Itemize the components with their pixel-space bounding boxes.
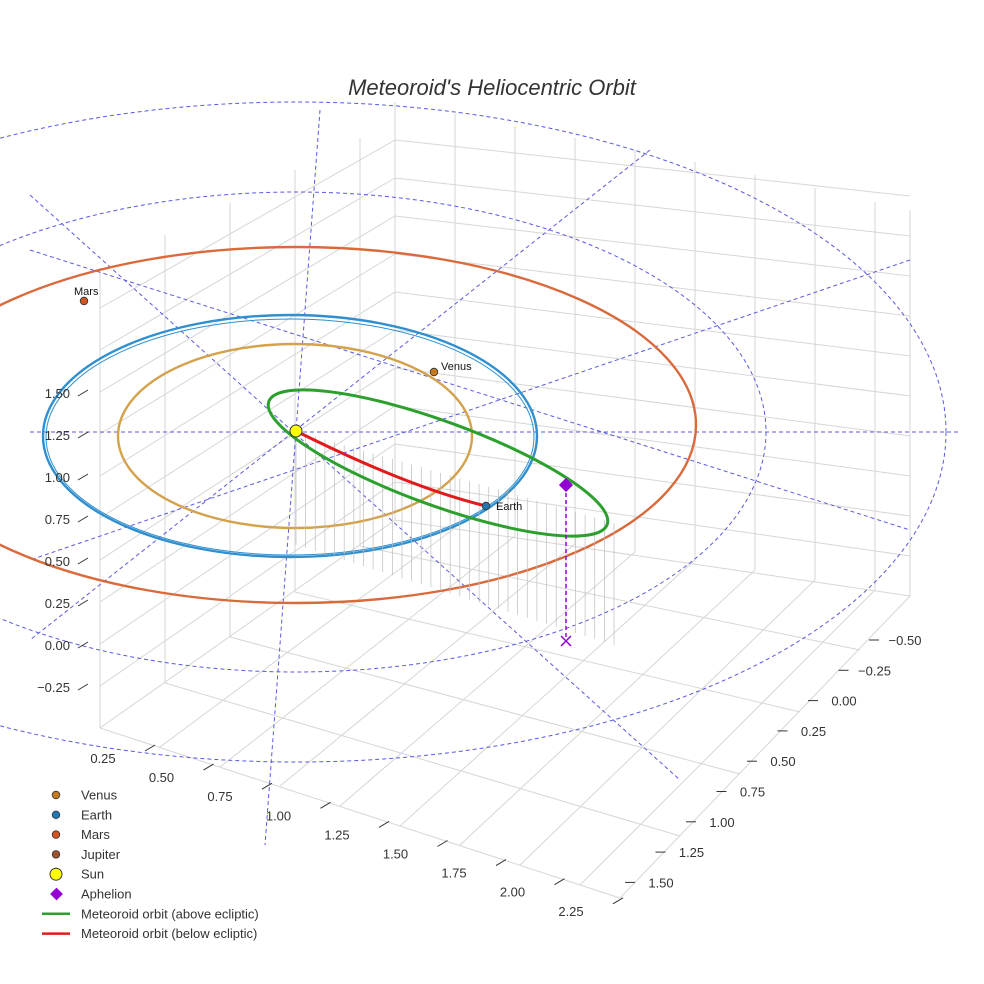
legend-item: Venus [51,788,118,803]
legend-item: Aphelion [50,887,132,902]
meteoroid-orbit-above [266,388,610,538]
y-tick-label: 0.75 [740,785,765,800]
x-tick-label: 0.75 [207,789,232,804]
legend-label: Jupiter [81,847,121,862]
aphelion-marker-group [558,477,574,647]
z-tick-mark [77,683,89,691]
earth-marker [481,501,491,511]
x-tick-label: 1.75 [441,866,466,881]
aphelion-marker [558,477,574,493]
planet-orbits [0,245,698,605]
aphelion-floor-cross [560,635,572,647]
y-tick-label: −0.50 [889,633,922,648]
z-tick-mark [77,473,89,481]
z-tick-label: 1.25 [45,428,70,443]
legend-label: Earth [81,807,112,822]
earth-orbit-inner [45,318,535,556]
x-tick-label: 0.25 [90,751,115,766]
mars-marker [79,296,89,306]
z-axis-ticks: −0.25 0.00 0.25 0.50 0.75 1.00 1.25 1.50 [37,386,89,695]
venus-marker [429,367,439,377]
y-tick-label: 0.50 [770,754,795,769]
legend-marker [49,867,63,881]
x-tick-mark [144,744,156,752]
chart-title: Meteoroid's Heliocentric Orbit [348,75,637,100]
x-tick-mark [554,878,565,886]
legend-item: Sun [49,867,104,882]
legend-marker [51,810,61,819]
x-tick-mark [612,897,624,905]
legend-label: Aphelion [81,887,132,902]
z-tick-mark [77,557,89,565]
legend-item: Meteoroid orbit (above ecliptic) [42,906,259,921]
x-tick-label: 2.25 [558,904,583,919]
x-tick-mark [495,859,507,867]
z-tick-mark [77,641,89,649]
y-tick-label: 1.25 [679,845,704,860]
grid-lines [99,102,911,899]
y-tick-label: 0.25 [801,724,826,739]
x-tick-label: 1.50 [383,847,408,862]
mars-label: Mars [74,286,99,298]
sun-marker [289,424,303,438]
z-tick-mark [77,431,89,439]
reference-rings [0,101,960,846]
meteoroid-orbit-below [294,429,488,508]
x-tick-mark [378,820,390,828]
legend-item: Meteoroid orbit (below ecliptic) [42,926,257,941]
y-tick-label: 1.00 [709,815,734,830]
venus-orbit [116,342,474,530]
z-tick-label: 0.50 [45,554,70,569]
legend-marker [51,850,61,859]
legend-marker [51,790,61,800]
z-tick-label: 1.50 [45,386,70,401]
legend-item: Jupiter [51,847,121,862]
legend-label: Meteoroid orbit (below ecliptic) [81,926,257,941]
bodies: Venus Earth Mars [74,286,522,513]
x-tick-mark [320,801,331,809]
x-tick-mark [203,763,214,771]
legend-marker [51,830,61,839]
y-tick-label: 1.50 [648,875,673,890]
z-tick-label: 0.00 [45,638,70,653]
legend-item: Mars [51,827,110,842]
z-tick-mark [77,515,89,523]
x-tick-label: 0.50 [149,770,174,785]
y-tick-label: 0.00 [831,694,856,709]
x-tick-mark [261,782,273,790]
earth-orbit [41,313,539,559]
y-axis-ticks: −0.50 −0.25 0.00 0.25 0.50 0.75 1.00 1.25 1.50 [625,633,921,890]
z-tick-label: 0.75 [45,512,70,527]
legend-label: Sun [81,867,104,882]
legend: Venus Earth Mars Jupiter Sun Aphelion Meteoroi… [42,788,259,941]
z-tick-label: 0.25 [45,596,70,611]
z-tick-mark [77,389,89,397]
legend-label: Meteoroid orbit (above ecliptic) [81,906,259,921]
z-tick-mark [77,599,89,607]
x-tick-label: 2.00 [500,885,525,900]
venus-label: Venus [441,361,472,373]
legend-marker [50,887,63,901]
legend-item: Earth [51,807,112,822]
z-tick-label: −0.25 [37,680,70,695]
x-tick-label: 1.25 [324,827,349,842]
earth-label: Earth [496,501,522,513]
z-tick-label: 1.00 [45,470,70,485]
legend-label: Mars [81,827,110,842]
legend-label: Venus [81,788,118,803]
x-tick-mark [437,840,448,847]
x-axis-ticks: 0.25 0.50 0.75 1.00 1.25 1.50 1.75 2.00 2.25 [90,744,624,919]
meteoroid-orbit [266,388,610,538]
x-tick-label: 1.00 [266,808,291,823]
mars-orbit [0,245,698,605]
y-tick-label: −0.25 [858,663,891,678]
